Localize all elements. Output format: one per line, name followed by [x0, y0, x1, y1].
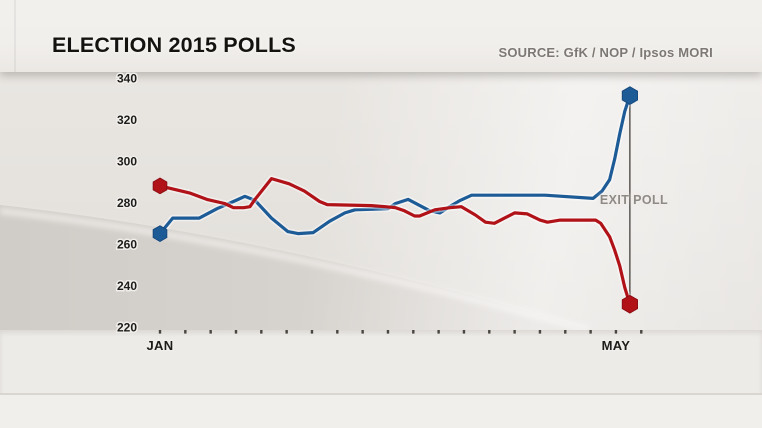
source-credit: SOURCE: GfK / NOP / Ipsos MORI [498, 45, 713, 60]
exit-poll-annotation: EXIT POLL [599, 193, 669, 207]
bottom-band [0, 330, 762, 428]
bottom-strip [0, 393, 762, 428]
header-band: ELECTION 2015 POLLS SOURCE: GfK / NOP / … [0, 0, 762, 72]
page-title: ELECTION 2015 POLLS [52, 33, 296, 57]
header-divider-line [14, 0, 16, 72]
